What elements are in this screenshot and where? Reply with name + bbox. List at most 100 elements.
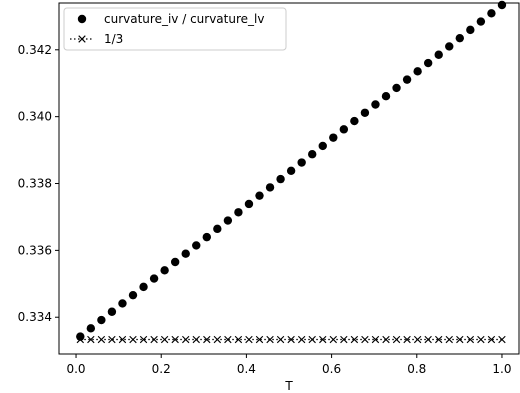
data-point	[297, 335, 306, 344]
series-2	[76, 335, 506, 344]
data-point	[445, 42, 454, 51]
data-point	[434, 50, 443, 59]
data-point	[171, 335, 179, 344]
data-point	[286, 166, 296, 176]
legend-label: 1/3	[104, 32, 123, 46]
data-point	[487, 9, 496, 18]
x-tick-label: 0.2	[152, 362, 171, 376]
data-point	[150, 335, 158, 344]
x-tick-label: 0.6	[322, 362, 341, 376]
data-point	[371, 335, 380, 344]
data-point	[224, 335, 232, 344]
legend-item: 1/3	[70, 32, 123, 46]
series-1	[76, 0, 507, 341]
data-point	[203, 335, 211, 344]
data-point	[149, 274, 159, 283]
data-point	[329, 133, 338, 142]
data-point	[87, 335, 95, 344]
data-point	[456, 335, 464, 344]
data-point	[255, 191, 264, 200]
data-point	[413, 67, 422, 76]
data-point	[97, 315, 106, 325]
x-tick-label: 0.8	[407, 362, 426, 376]
legend-item: curvature_iv / curvature_lv	[77, 12, 264, 26]
legend-box	[63, 7, 287, 51]
y-tick-label: 0.340	[18, 110, 52, 124]
data-point	[266, 335, 274, 344]
data-point	[287, 335, 295, 344]
data-point	[192, 335, 200, 344]
x-tick-label: 1.0	[492, 362, 511, 376]
data-point	[423, 58, 433, 68]
data-point	[402, 75, 412, 84]
legend: curvature_iv / curvature_lv 1/3	[63, 7, 287, 51]
data-point	[276, 174, 285, 184]
x-tick-label: 0.4	[237, 362, 256, 376]
data-point	[255, 335, 264, 344]
data-point	[413, 335, 422, 344]
plot-frame	[58, 2, 520, 355]
data-point	[371, 100, 380, 109]
data-point	[97, 335, 106, 344]
y-tick-label: 0.336	[18, 243, 52, 257]
data-point	[118, 335, 127, 344]
data-point	[276, 335, 285, 344]
data-point	[329, 335, 337, 344]
data-point	[466, 25, 475, 35]
data-point	[487, 335, 496, 344]
data-point	[497, 0, 507, 10]
data-point	[466, 335, 475, 344]
x-axis: 0.0 0.2 0.4 0.6 0.8 1.0	[66, 354, 512, 376]
data-point	[76, 335, 84, 344]
data-point	[244, 199, 254, 209]
data-point	[424, 335, 432, 344]
data-point	[361, 335, 369, 344]
legend-label: curvature_iv / curvature_lv	[104, 12, 264, 26]
data-point	[223, 216, 233, 225]
data-point	[435, 335, 443, 344]
data-point	[319, 335, 327, 344]
data-point	[350, 116, 359, 126]
y-tick-label: 0.338	[18, 177, 52, 191]
data-point	[128, 290, 138, 300]
data-point	[107, 307, 117, 316]
data-point	[297, 158, 306, 167]
data-point	[118, 299, 127, 308]
data-point	[139, 282, 148, 292]
data-point	[245, 335, 253, 344]
data-point	[445, 335, 453, 344]
chart-marks	[76, 0, 507, 344]
y-tick-label: 0.342	[18, 43, 52, 57]
data-point	[76, 332, 85, 341]
data-point	[160, 335, 169, 344]
x-tick-label: 0.0	[66, 362, 85, 376]
data-point	[318, 141, 327, 151]
data-point	[234, 208, 243, 217]
data-point	[202, 232, 211, 242]
data-point	[181, 249, 190, 258]
legend-marker	[77, 14, 87, 24]
data-point	[392, 335, 401, 344]
data-point	[382, 335, 390, 344]
y-axis: 0.334 0.336 0.338 0.340 0.342	[18, 43, 59, 324]
data-point	[86, 324, 96, 333]
data-point	[170, 257, 180, 267]
data-point	[403, 335, 411, 344]
data-point	[339, 125, 349, 134]
data-point	[160, 266, 169, 275]
data-point	[455, 33, 464, 43]
y-tick-label: 0.334	[18, 310, 52, 324]
data-point	[108, 335, 116, 344]
data-point	[308, 150, 317, 159]
data-point	[129, 335, 137, 344]
x-axis-label: T	[284, 379, 293, 393]
data-point	[308, 335, 316, 344]
data-point	[392, 83, 401, 93]
data-point	[360, 108, 370, 117]
data-point	[476, 17, 486, 26]
data-point	[182, 335, 190, 344]
data-point	[213, 335, 222, 344]
data-point	[234, 335, 243, 344]
data-point	[192, 241, 201, 250]
